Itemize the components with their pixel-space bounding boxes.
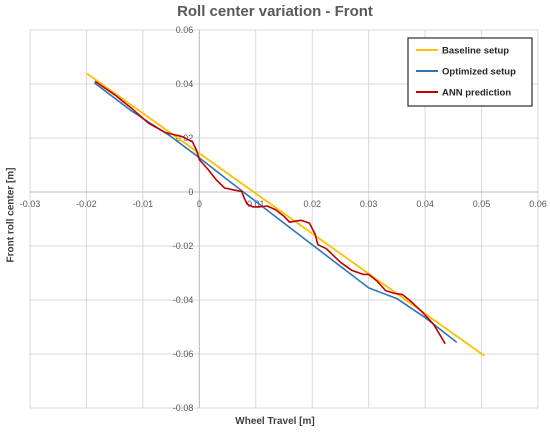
y-tick-label: -0.08 [173,403,194,413]
x-tick-label: -0.03 [20,199,41,209]
series-line-ann-prediction [94,80,446,344]
x-tick-label: 0.06 [529,199,547,209]
x-tick-label: 0.04 [416,199,434,209]
legend-label: Baseline setup [442,46,509,57]
chart-title: Roll center variation - Front [177,3,373,20]
legend-label: ANN prediction [442,88,511,99]
legend-label: Optimized setup [442,67,516,78]
x-tick-label: 0.05 [473,199,491,209]
series-line-optimized-setup [94,82,457,343]
y-tick-label: -0.02 [173,241,194,251]
x-tick-label: 0.03 [360,199,378,209]
y-tick-label: 0.04 [176,79,194,89]
y-tick-label: 0.06 [176,25,194,35]
x-tick-label: 0.02 [303,199,321,209]
x-tick-label: -0.01 [133,199,154,209]
y-tick-label: 0 [188,187,193,197]
x-tick-label: -0.02 [76,199,97,209]
x-axis-label: Wheel Travel [m] [235,416,315,427]
x-tick-label: 0.01 [247,199,265,209]
y-tick-label: -0.06 [173,349,194,359]
x-tick-label: 0 [197,199,202,209]
y-tick-label: -0.04 [173,295,194,305]
